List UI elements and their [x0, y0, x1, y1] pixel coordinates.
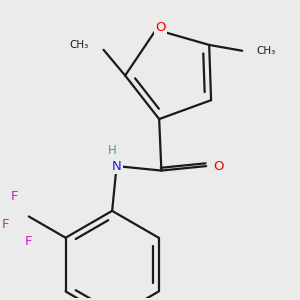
Text: CH₃: CH₃	[70, 40, 89, 50]
Text: H: H	[108, 144, 116, 157]
Text: O: O	[213, 160, 224, 172]
Text: CH₃: CH₃	[257, 46, 276, 56]
Text: F: F	[25, 235, 32, 248]
Text: O: O	[155, 21, 166, 34]
Text: N: N	[112, 160, 122, 172]
Text: F: F	[2, 218, 9, 231]
Text: F: F	[11, 190, 18, 203]
